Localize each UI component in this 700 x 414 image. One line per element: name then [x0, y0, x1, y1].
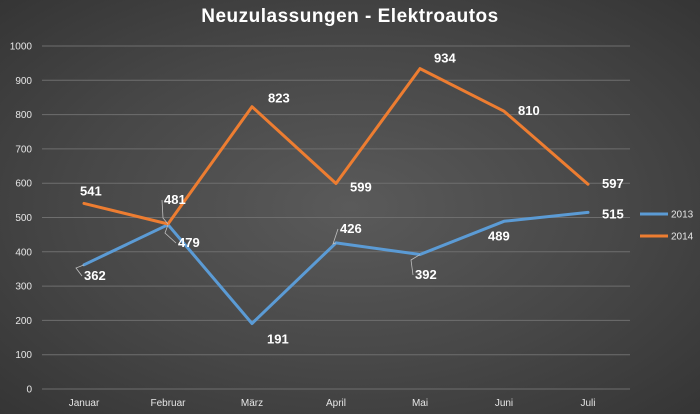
data-label: 479 [178, 235, 200, 250]
data-label: 599 [350, 180, 372, 195]
chart-title: Neuzulassungen - Elektroautos [201, 6, 499, 27]
x-tick-label: Mai [412, 398, 428, 409]
y-tick-label: 500 [15, 213, 32, 224]
legend-label: 2014 [671, 232, 694, 243]
y-tick-label: 400 [15, 247, 32, 258]
leader-line [75, 264, 85, 277]
data-label: 823 [268, 91, 290, 106]
x-tick-label: April [326, 398, 346, 409]
data-label: 515 [602, 206, 624, 221]
leader-line [410, 254, 421, 276]
data-label: 934 [434, 51, 456, 66]
legend-label: 2013 [671, 210, 694, 221]
data-label: 810 [518, 103, 540, 118]
leader-line [161, 199, 169, 225]
y-tick-label: 900 [15, 76, 32, 87]
y-tick-label: 700 [15, 144, 32, 155]
y-tick-label: 0 [26, 385, 32, 396]
y-tick-label: 200 [15, 316, 32, 327]
y-tick-label: 800 [15, 110, 32, 121]
x-tick-label: Januar [69, 398, 100, 409]
series-line-2014 [82, 67, 590, 226]
data-label: 426 [340, 221, 362, 236]
data-label: 597 [602, 176, 624, 191]
x-tick-label: Juni [495, 398, 513, 409]
y-tick-label: 1000 [10, 42, 33, 53]
x-tick-label: Februar [150, 398, 186, 409]
data-label: 392 [415, 267, 437, 282]
data-label: 489 [488, 228, 510, 243]
data-label: 191 [267, 331, 289, 346]
data-label: 481 [164, 192, 186, 207]
y-tick-label: 300 [15, 282, 32, 293]
y-tick-label: 600 [15, 179, 32, 190]
x-tick-label: März [241, 398, 263, 409]
x-tick-label: Juli [580, 398, 595, 409]
leader-line [164, 224, 177, 244]
data-label: 362 [84, 268, 106, 283]
data-label: 541 [80, 183, 102, 198]
series-line-2013 [82, 210, 590, 325]
y-tick-label: 100 [15, 350, 32, 361]
leader-line [332, 228, 339, 245]
